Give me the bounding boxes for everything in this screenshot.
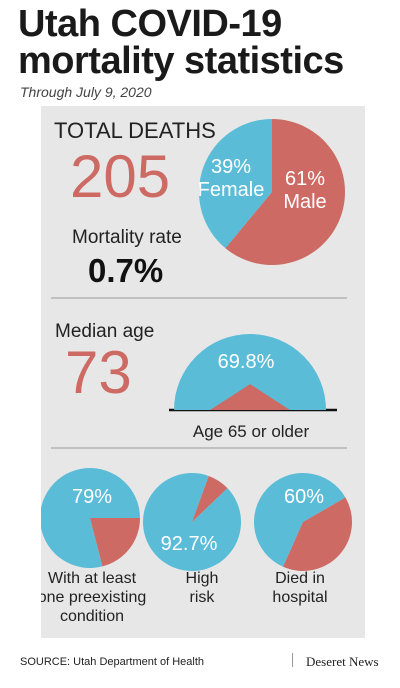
semicircle-age: 69.8% Age 65 or older bbox=[174, 334, 326, 441]
charts-canvas: 39%Female 61%Male 69.8% Age 65 or older 79… bbox=[41, 119, 352, 625]
pie-label-female-pct: 39% bbox=[211, 156, 251, 178]
caption-hospital-line1: Died in bbox=[275, 570, 325, 587]
pie-slice-no-preexisting bbox=[90, 518, 140, 567]
caption-high-risk-line2: risk bbox=[190, 589, 216, 606]
caption-hospital-line2: hospital bbox=[272, 589, 327, 606]
pie-slice-female bbox=[199, 119, 272, 249]
caption-high-risk-line1: High bbox=[186, 570, 219, 587]
pie-high-risk: 92.7% High risk bbox=[142, 472, 241, 606]
pie-label-female: Female bbox=[198, 179, 265, 201]
pie-hospital-value: 60% bbox=[284, 486, 324, 508]
pie-preexisting-value: 79% bbox=[72, 486, 112, 508]
mortality-rate-value: 0.7% bbox=[88, 252, 164, 289]
page-subtitle: Through July 9, 2020 bbox=[20, 84, 152, 100]
caption-preexisting-line3: condition bbox=[60, 608, 124, 625]
pie-preexisting: 79% With at least one preexisting condition bbox=[41, 468, 146, 625]
brand-logo: Deseret News bbox=[306, 654, 379, 669]
pie-hospital: 60% Died in hospital bbox=[253, 472, 352, 606]
caption-preexisting-line2: one preexisting bbox=[41, 589, 146, 606]
median-age-value: 73 bbox=[65, 339, 132, 406]
pie-high-risk-value: 92.7% bbox=[161, 533, 218, 555]
total-deaths-label: TOTAL DEATHS bbox=[54, 118, 216, 143]
caption-preexisting-line1: With at least bbox=[48, 570, 137, 587]
pie-slice-male bbox=[225, 119, 346, 265]
pie-slice-not-hospital bbox=[283, 497, 352, 571]
page-title: Utah COVID-19 mortality statistics bbox=[18, 3, 344, 82]
semicircle-background bbox=[174, 334, 326, 410]
semicircle-triangle bbox=[210, 384, 290, 410]
median-age-label: Median age bbox=[55, 321, 155, 342]
semicircle-value: 69.8% bbox=[218, 351, 275, 373]
stats-panel: 39% Female 61% Male 69.8% Age 65 or older 79… bbox=[41, 106, 365, 638]
source-note: SOURCE: Utah Department of Health bbox=[20, 656, 205, 668]
pie-gender: 39%Female 61%Male bbox=[198, 119, 346, 265]
pie-slice-hospital bbox=[253, 472, 346, 567]
pie-label-male-pct: 61% bbox=[285, 168, 325, 190]
footer-divider bbox=[292, 653, 293, 667]
mortality-rate-label: Mortality rate bbox=[72, 227, 182, 248]
total-deaths-value: 205 bbox=[70, 143, 171, 210]
semicircle-caption: Age 65 or older bbox=[193, 422, 310, 441]
pie-slice-preexisting bbox=[41, 468, 140, 568]
pie-slice-not-high-risk bbox=[192, 475, 228, 522]
pie-slice-high-risk bbox=[142, 472, 241, 571]
pie-label-male: Male bbox=[283, 191, 326, 213]
